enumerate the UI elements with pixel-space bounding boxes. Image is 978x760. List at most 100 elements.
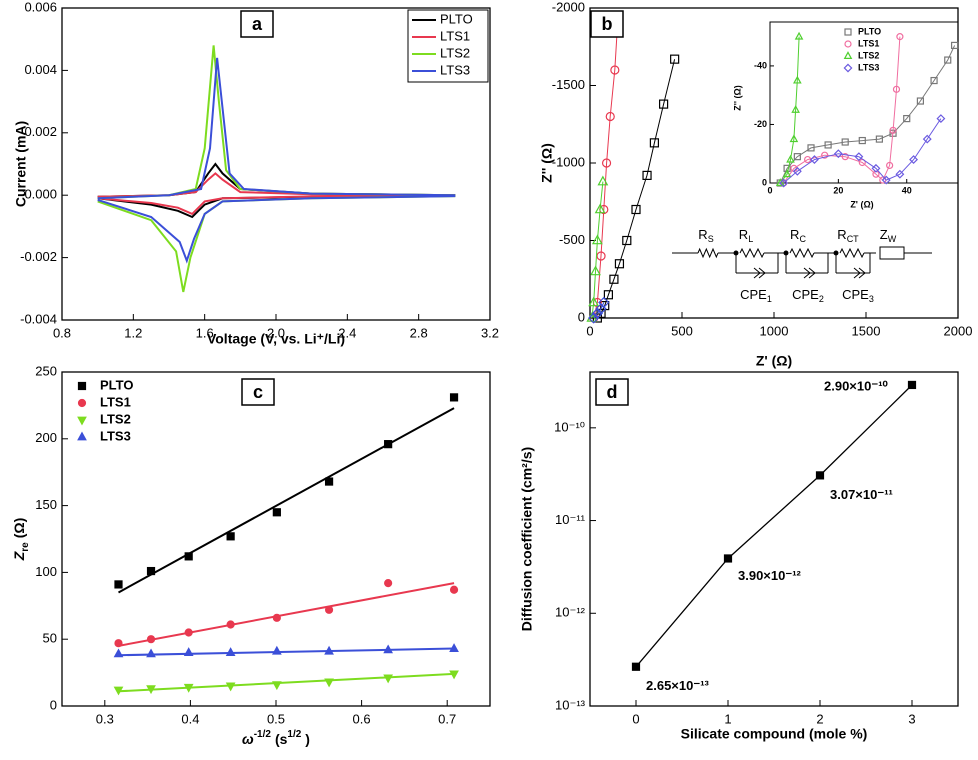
marker bbox=[449, 585, 459, 594]
panel-label-box bbox=[595, 378, 629, 406]
label-part: 2 bbox=[819, 294, 824, 304]
marker bbox=[792, 166, 802, 176]
resistor bbox=[839, 247, 865, 259]
panel-label-box bbox=[240, 10, 274, 38]
panel-label: c bbox=[253, 382, 263, 402]
marker bbox=[146, 648, 156, 658]
label-part: 3 bbox=[869, 294, 874, 304]
label-part: R bbox=[837, 227, 846, 242]
legend-label: LTS1 bbox=[440, 28, 470, 43]
y-tick-label: 10⁻¹² bbox=[555, 605, 586, 620]
marker bbox=[642, 170, 652, 180]
circuit-label: CPE2 bbox=[792, 287, 824, 304]
y-tick-label: -500 bbox=[559, 232, 585, 247]
panel-label: b bbox=[602, 14, 613, 34]
value-label: 3.07×10⁻¹¹ bbox=[830, 487, 893, 502]
circuit-label: CPE1 bbox=[740, 287, 772, 304]
marker bbox=[114, 580, 123, 589]
marker bbox=[622, 235, 632, 246]
label-part: (s bbox=[275, 731, 288, 747]
trend-line bbox=[635, 384, 913, 668]
marker bbox=[916, 97, 925, 105]
marker bbox=[594, 203, 606, 214]
y-axis-label: Diffusion coefficient (cm²/s) bbox=[519, 447, 535, 631]
marker bbox=[658, 99, 669, 109]
y-tick-label: -20 bbox=[754, 119, 767, 129]
circuit-label: RCT bbox=[837, 227, 859, 244]
y-tick-label: -1000 bbox=[552, 154, 585, 169]
legend-label: PLTO bbox=[100, 377, 133, 392]
y-tick-label: 100 bbox=[35, 564, 57, 579]
marker bbox=[77, 398, 87, 408]
resistor bbox=[789, 247, 815, 259]
x-tick-label: 0.3 bbox=[96, 711, 114, 726]
legend-label: LTS1 bbox=[100, 394, 131, 409]
marker bbox=[631, 662, 641, 671]
x-tick-label: 0.8 bbox=[53, 325, 71, 340]
x-tick-label: 1 bbox=[724, 711, 731, 726]
connector bbox=[593, 23, 619, 319]
panel-label-box bbox=[590, 10, 624, 38]
marker bbox=[597, 175, 609, 186]
marker bbox=[610, 65, 620, 75]
resistor bbox=[697, 247, 719, 259]
marker bbox=[609, 274, 619, 284]
marker bbox=[833, 149, 843, 159]
marker bbox=[183, 683, 194, 693]
label-part: (Ω) bbox=[11, 518, 27, 539]
label-part: W bbox=[888, 234, 897, 244]
legend-label: LTS2 bbox=[100, 411, 131, 426]
marker bbox=[146, 566, 156, 576]
label-part: -1/2 bbox=[254, 729, 272, 740]
x-tick-label: 0 bbox=[632, 711, 639, 726]
label-part: C bbox=[799, 234, 806, 244]
marker bbox=[886, 161, 894, 170]
legend-label: PLTO bbox=[440, 11, 473, 26]
marker bbox=[324, 645, 334, 655]
marker bbox=[841, 153, 849, 161]
panel-label-box bbox=[241, 378, 275, 406]
x-tick-label: 1500 bbox=[852, 323, 881, 338]
marker bbox=[907, 380, 917, 390]
x-tick-label: 0.5 bbox=[267, 711, 285, 726]
label-part: R bbox=[790, 227, 799, 242]
marker bbox=[588, 296, 600, 307]
marker bbox=[896, 33, 904, 41]
marker bbox=[871, 163, 881, 173]
label-part: 1/2 bbox=[287, 729, 301, 740]
marker bbox=[936, 114, 946, 124]
marker bbox=[631, 204, 641, 215]
y-tick-label: 200 bbox=[35, 430, 57, 445]
fit-line bbox=[118, 407, 455, 594]
legend-label: LTS3 bbox=[440, 62, 470, 77]
marker bbox=[909, 155, 919, 165]
marker bbox=[324, 477, 334, 486]
value-label: 2.65×10⁻¹³ bbox=[646, 678, 710, 693]
x-tick-label: 1000 bbox=[760, 323, 789, 338]
x-axis-label: Silicate compound (mole %) bbox=[681, 726, 868, 742]
cv-curve bbox=[97, 57, 456, 264]
marker bbox=[779, 178, 789, 188]
marker bbox=[922, 134, 932, 144]
marker bbox=[793, 75, 802, 84]
marker bbox=[950, 41, 959, 50]
x-axis-label: ω-1/2 (s1/2) bbox=[242, 729, 310, 747]
value-label: 3.90×10⁻¹² bbox=[738, 568, 802, 583]
marker bbox=[383, 644, 394, 654]
panel-label: d bbox=[607, 382, 618, 402]
x-tick-label: 0 bbox=[767, 185, 772, 195]
x-tick-label: 40 bbox=[902, 185, 912, 195]
marker bbox=[614, 259, 625, 269]
legend-box bbox=[407, 9, 489, 83]
marker bbox=[77, 381, 87, 391]
x-axis-label: Z' (Ω) bbox=[756, 353, 792, 369]
marker bbox=[809, 155, 819, 165]
marker bbox=[881, 175, 891, 185]
marker bbox=[930, 76, 938, 85]
marker bbox=[384, 440, 393, 449]
x-tick-label: 20 bbox=[833, 185, 843, 195]
marker bbox=[591, 234, 603, 245]
y-tick-label: 150 bbox=[35, 497, 57, 512]
x-axis-label: Voltage (V, vs. Li⁺/Li) bbox=[207, 331, 345, 347]
